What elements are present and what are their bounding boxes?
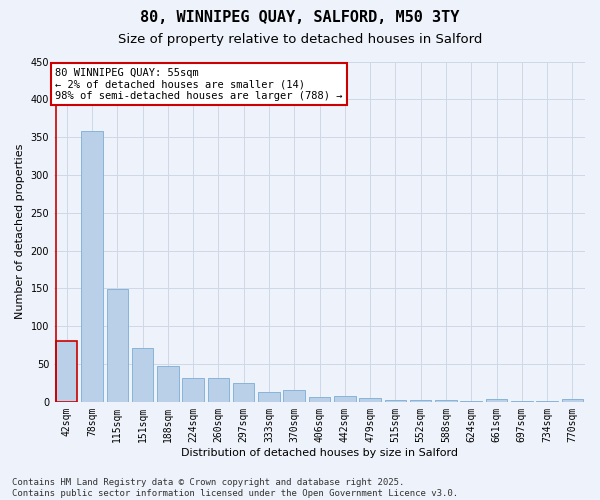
Bar	[309, 396, 330, 402]
Bar	[460, 401, 482, 402]
Bar	[258, 392, 280, 402]
Bar	[107, 289, 128, 402]
X-axis label: Distribution of detached houses by size in Salford: Distribution of detached houses by size …	[181, 448, 458, 458]
Bar	[208, 378, 229, 402]
Bar	[486, 399, 507, 402]
Bar	[132, 348, 153, 402]
Bar	[56, 342, 77, 402]
Bar	[359, 398, 381, 402]
Text: Contains HM Land Registry data © Crown copyright and database right 2025.
Contai: Contains HM Land Registry data © Crown c…	[12, 478, 458, 498]
Bar	[81, 131, 103, 402]
Bar	[157, 366, 179, 402]
Bar	[511, 401, 533, 402]
Y-axis label: Number of detached properties: Number of detached properties	[15, 144, 25, 320]
Text: 80, WINNIPEG QUAY, SALFORD, M50 3TY: 80, WINNIPEG QUAY, SALFORD, M50 3TY	[140, 10, 460, 25]
Text: 80 WINNIPEG QUAY: 55sqm
← 2% of detached houses are smaller (14)
98% of semi-det: 80 WINNIPEG QUAY: 55sqm ← 2% of detached…	[55, 68, 343, 101]
Bar	[536, 401, 558, 402]
Bar	[334, 396, 356, 402]
Bar	[182, 378, 204, 402]
Bar	[410, 400, 431, 402]
Bar	[562, 399, 583, 402]
Bar	[385, 400, 406, 402]
Bar	[283, 390, 305, 402]
Bar	[435, 400, 457, 402]
Text: Size of property relative to detached houses in Salford: Size of property relative to detached ho…	[118, 32, 482, 46]
Bar	[233, 383, 254, 402]
